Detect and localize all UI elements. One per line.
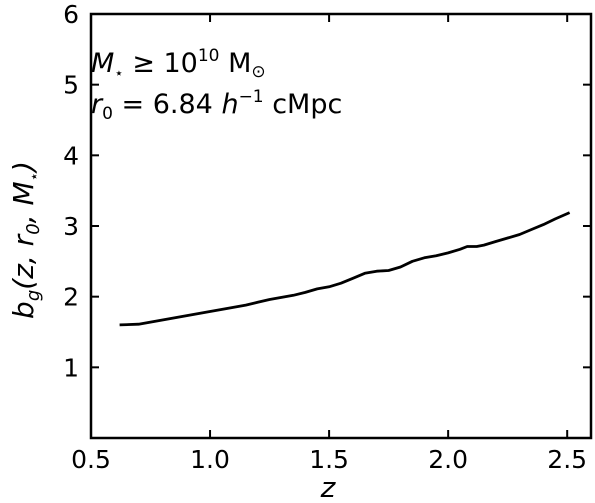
annotation-h-exponent: −1 [239, 87, 264, 107]
y-tick-label: 2 [63, 283, 79, 312]
x-tick-label: 1.0 [190, 445, 230, 474]
y-label-args-sub: 0 [23, 223, 44, 234]
plot-area: 0.5 1.0 1.5 2.0 2.5 1 2 3 4 5 6 [63, 0, 593, 474]
x-tick-label: 2.5 [547, 445, 587, 474]
y-tick-label: 1 [63, 353, 79, 382]
series-line [119, 211, 571, 327]
annotation-stellar-mass: M⋆ ≥ 1010 M⊙ [91, 46, 266, 82]
annotation-r-equals: = 6.84 [113, 89, 222, 120]
y-tick-label: 4 [63, 141, 79, 170]
x-tick-label: 1.5 [309, 445, 349, 474]
annotation-sun-symbol: ⊙ [251, 62, 265, 82]
x-tick-label: 0.5 [71, 445, 111, 474]
x-axis-label: z [320, 471, 337, 503]
annotation-r-symbol: r [91, 89, 104, 120]
annotation-r-subscript: 0 [102, 104, 113, 124]
annotation-mass-star: ⋆ [114, 64, 123, 82]
y-label-star: ⋆ [25, 172, 43, 181]
y-label-args-tail: , M [7, 181, 40, 223]
annotation-mass-op: ≥ 10 [124, 48, 198, 79]
annotation-mass-unit: M [219, 48, 251, 79]
series-layer [119, 211, 571, 327]
y-label-args: (z, r [7, 233, 40, 289]
annotation-unit: cMpc [264, 89, 343, 120]
y-label-base: b [7, 301, 40, 319]
y-label-sub: g [23, 290, 44, 301]
annotation-h-symbol: h [221, 89, 238, 120]
annotation-correlation-length: r0 = 6.84 h−1 cMpc [91, 87, 342, 124]
annotation-mass-symbol: M [91, 48, 114, 79]
y-tick-label: 3 [63, 212, 79, 241]
y-tick-label: 5 [63, 71, 79, 100]
x-tick-label: 2.0 [428, 445, 468, 474]
y-tick-label: 6 [63, 0, 79, 29]
y-axis: 1 2 3 4 5 6 [63, 0, 591, 382]
x-axis: 0.5 1.0 1.5 2.0 2.5 [71, 14, 587, 474]
y-axis-label: bg(z, r0, M⋆) [7, 161, 44, 319]
y-label-close: ) [7, 161, 40, 174]
annotation-mass-exponent: 10 [198, 46, 220, 66]
